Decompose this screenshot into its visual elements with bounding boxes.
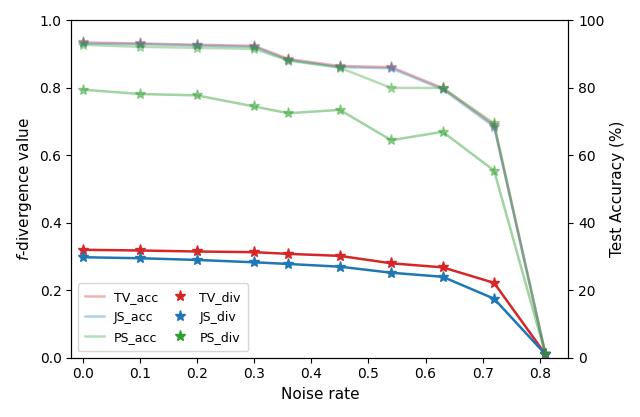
JS_div (439, 274, 447, 279)
JS_div (136, 256, 143, 261)
JS_div (79, 255, 86, 260)
TV_div (387, 261, 395, 266)
JS_acc (336, 65, 344, 70)
PS_div (136, 91, 143, 96)
TV_acc (439, 85, 447, 90)
TV_acc (136, 41, 143, 46)
TV_div (490, 280, 498, 285)
JS_acc (541, 352, 549, 357)
Line: JS_acc: JS_acc (77, 38, 551, 360)
TV_acc (193, 42, 201, 47)
JS_acc (490, 124, 498, 129)
TV_acc (285, 56, 292, 61)
PS_acc (439, 85, 447, 90)
JS_div (336, 264, 344, 269)
PS_div (490, 168, 498, 173)
Legend: TV_acc, JS_acc, PS_acc, TV_div, JS_div, PS_div: TV_acc, JS_acc, PS_acc, TV_div, JS_div, … (77, 283, 248, 352)
JS_acc (136, 42, 143, 47)
PS_div (193, 93, 201, 98)
JS_div (250, 260, 258, 265)
X-axis label: Noise rate: Noise rate (280, 387, 359, 402)
JS_div (193, 257, 201, 262)
JS_acc (250, 44, 258, 49)
PS_acc (79, 42, 86, 47)
JS_div (541, 352, 549, 357)
JS_div (285, 261, 292, 266)
TV_div (285, 251, 292, 256)
Y-axis label: $f$-divergence value: $f$-divergence value (15, 117, 34, 261)
PS_div (387, 138, 395, 143)
PS_acc (193, 45, 201, 50)
PS_acc (490, 121, 498, 126)
PS_acc (136, 44, 143, 49)
TV_acc (79, 40, 86, 45)
JS_div (490, 296, 498, 301)
PS_acc (541, 352, 549, 357)
TV_div (193, 249, 201, 254)
PS_acc (250, 46, 258, 51)
TV_div (336, 254, 344, 259)
Line: JS_div: JS_div (77, 252, 551, 360)
Line: TV_acc: TV_acc (77, 37, 551, 360)
TV_acc (541, 352, 549, 357)
PS_div (250, 104, 258, 109)
PS_div (541, 352, 549, 357)
PS_div (439, 129, 447, 134)
PS_acc (285, 58, 292, 63)
TV_div (250, 250, 258, 255)
TV_div (439, 265, 447, 270)
PS_acc (387, 85, 395, 90)
JS_div (387, 270, 395, 275)
PS_div (285, 111, 292, 116)
JS_acc (439, 87, 447, 92)
TV_acc (387, 65, 395, 70)
JS_acc (285, 58, 292, 63)
TV_acc (490, 123, 498, 128)
PS_div (79, 87, 86, 92)
TV_acc (250, 43, 258, 48)
JS_acc (387, 66, 395, 71)
TV_div (136, 248, 143, 253)
Y-axis label: Test Accuracy (%): Test Accuracy (%) (610, 121, 625, 257)
TV_acc (336, 63, 344, 68)
PS_div (336, 107, 344, 112)
Line: PS_acc: PS_acc (77, 39, 551, 360)
JS_acc (79, 41, 86, 46)
JS_acc (193, 43, 201, 48)
Line: PS_div: PS_div (77, 84, 551, 360)
PS_acc (336, 65, 344, 70)
TV_div (79, 247, 86, 252)
Line: TV_div: TV_div (77, 244, 551, 360)
TV_div (541, 352, 549, 357)
